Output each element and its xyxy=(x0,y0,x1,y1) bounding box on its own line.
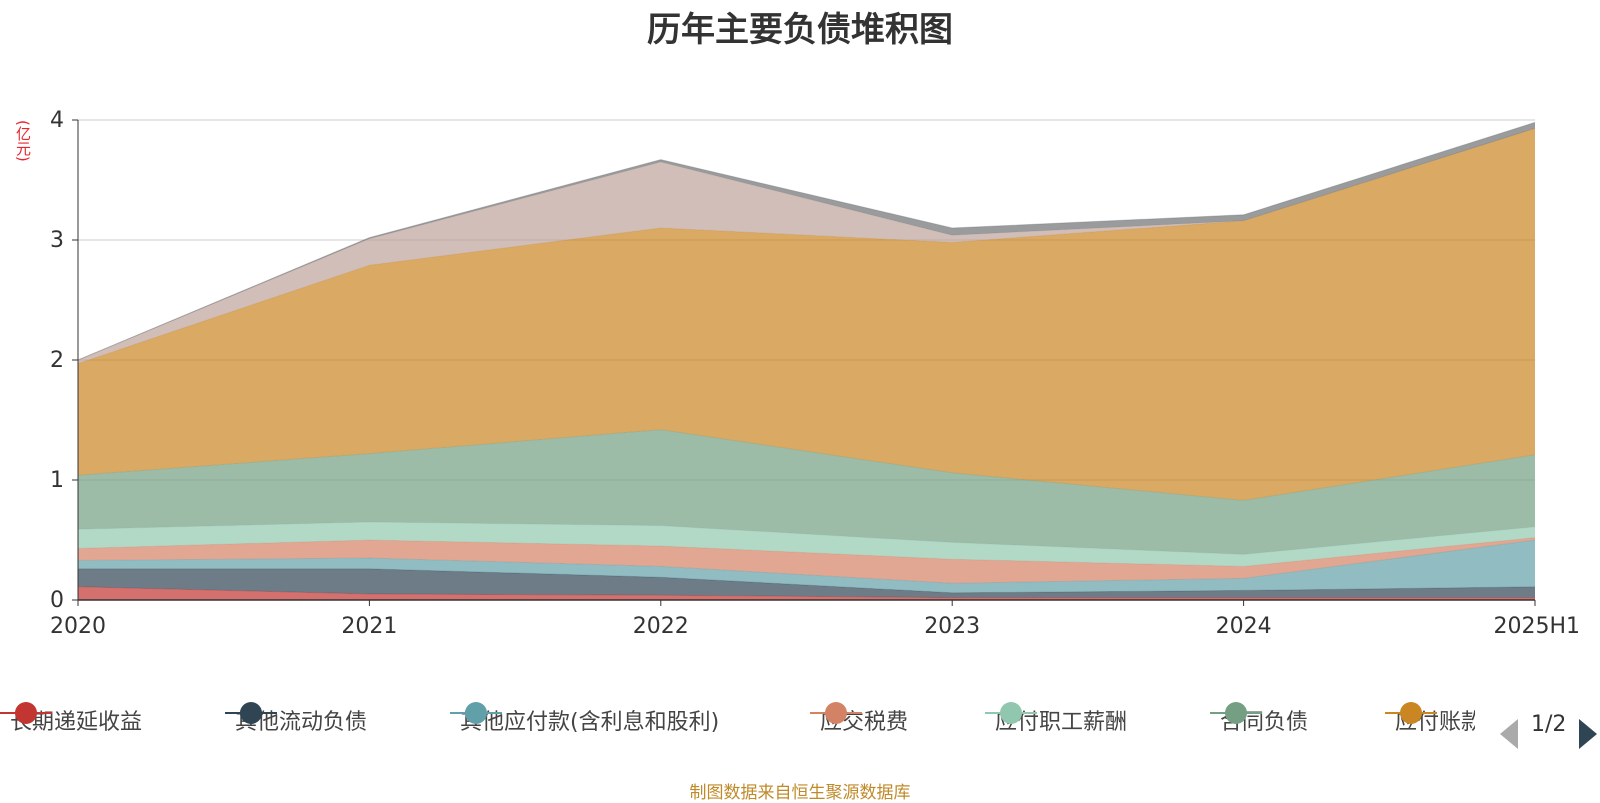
y-tick-label: 2 xyxy=(50,348,64,373)
legend-item[interactable]: 应交税费 xyxy=(810,700,908,740)
legend-marker-icon xyxy=(985,702,1037,724)
area-series xyxy=(78,128,1535,364)
legend-item[interactable]: 长期递延收益 xyxy=(0,700,142,740)
x-tick-label: 2022 xyxy=(633,614,689,639)
x-tick-label: 2023 xyxy=(924,614,980,639)
legend-marker-icon xyxy=(0,702,52,724)
y-tick-label: 0 xyxy=(50,588,64,613)
x-tick-label: 2024 xyxy=(1216,614,1272,639)
y-tick-label: 3 xyxy=(50,228,64,253)
area-series xyxy=(78,522,1535,567)
x-tick-label: 2025H1 xyxy=(1493,614,1580,639)
chart-title: 历年主要负债堆积图 xyxy=(647,10,953,50)
legend-item[interactable]: 其他流动负债 xyxy=(225,700,367,740)
source-note: 制图数据来自恒生聚源数据库 xyxy=(689,783,911,803)
y-tick-label: 1 xyxy=(50,468,64,493)
legend-item[interactable]: 应付职工薪酬 xyxy=(985,700,1127,740)
legend-item[interactable]: 其他应付款(含利息和股利) xyxy=(450,700,719,740)
area-series xyxy=(78,429,1535,555)
legend-marker-icon xyxy=(1385,702,1437,724)
area-series xyxy=(78,586,1535,600)
y-axis-unit-label: (亿元) xyxy=(14,120,32,162)
legend-label: 其他应付款(含利息和股利) xyxy=(460,710,720,735)
chart-legend: 长期递延收益 其他流动负债 其他应付款(含利息和股利) 应交税费 应付职工薪酬 合同负债 应… xyxy=(0,700,1600,740)
legend-item[interactable]: 应付账款 xyxy=(1385,700,1475,740)
x-tick-label: 2020 xyxy=(50,614,106,639)
legend-marker-icon xyxy=(810,702,862,724)
area-series-line xyxy=(77,121,1536,361)
legend-item[interactable]: 合同负债 xyxy=(1210,700,1308,740)
legend-marker-icon xyxy=(225,702,277,724)
area-series xyxy=(78,128,1535,501)
area-series xyxy=(78,568,1535,598)
legend-marker-icon xyxy=(1210,702,1262,724)
legend-prev-icon[interactable] xyxy=(1498,719,1520,749)
area-series xyxy=(78,537,1535,584)
area-series xyxy=(78,540,1535,593)
legend-items: 长期递延收益 其他流动负债 其他应付款(含利息和股利) 应交税费 应付职工薪酬 合同负债 应… xyxy=(0,700,1475,740)
x-tick-label: 2021 xyxy=(341,614,397,639)
y-tick-label: 4 xyxy=(50,108,64,133)
legend-page-indicator: 1/2 xyxy=(1531,712,1567,737)
legend-marker-icon xyxy=(450,702,502,724)
legend-next-icon[interactable] xyxy=(1577,719,1599,749)
